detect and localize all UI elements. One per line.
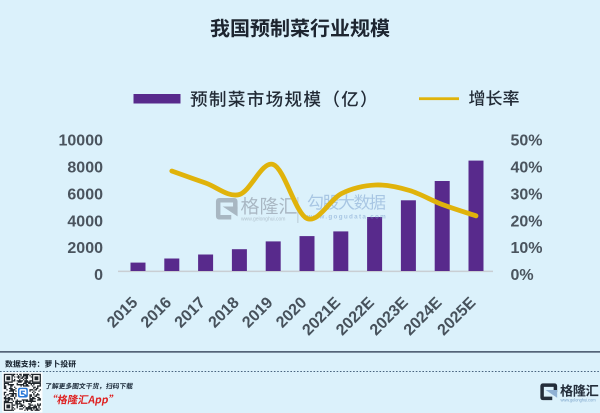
svg-text:0: 0 (94, 267, 103, 284)
svg-text:0%: 0% (511, 267, 534, 284)
svg-text:40%: 40% (511, 160, 543, 177)
svg-text:50%: 50% (511, 133, 543, 150)
svg-text:6000: 6000 (67, 186, 103, 203)
svg-text:10%: 10% (511, 240, 543, 257)
svg-text:20%: 20% (511, 213, 543, 230)
svg-text:4000: 4000 (67, 213, 103, 230)
svg-text:www.gelonghui.com: www.gelonghui.com (241, 217, 285, 223)
svg-text:10000: 10000 (59, 133, 104, 150)
svg-text:www.gogudata.com: www.gogudata.com (306, 214, 387, 221)
svg-text:2000: 2000 (67, 240, 103, 257)
svg-text:30%: 30% (511, 186, 543, 203)
svg-text:8000: 8000 (67, 160, 103, 177)
svg-text:www.gelonghui.com: www.gelonghui.com (561, 397, 597, 402)
